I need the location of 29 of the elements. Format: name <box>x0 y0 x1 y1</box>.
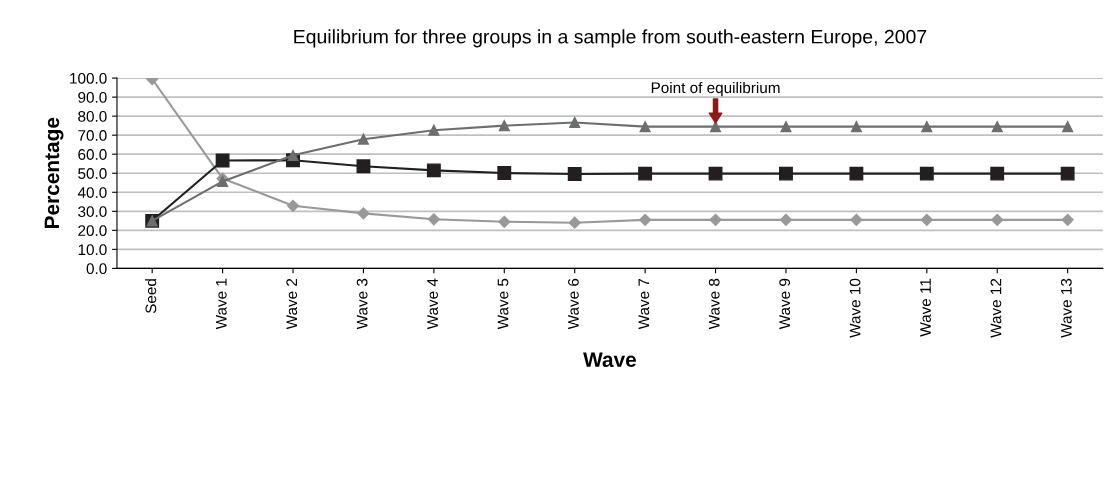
x-tick-label: Wave 6 <box>567 278 579 330</box>
x-tick-label: Wave 8 <box>708 278 720 330</box>
x-tick-label: Wave 9 <box>779 278 791 330</box>
x-tick-label: Wave 3 <box>356 278 368 330</box>
y-tick-label: 80.0 <box>78 111 107 122</box>
y-axis-title: Percentage <box>44 117 64 229</box>
x-tick-label: Wave 1 <box>216 278 227 330</box>
y-tick-label: 50.0 <box>78 168 107 179</box>
chart-title: Equilibrium for three groups in a sample from south-eastern Europe, 2007 <box>294 29 927 48</box>
annotation: Point of equilibrium <box>651 81 780 97</box>
y-tick-label: 40.0 <box>77 187 107 198</box>
x-tick-label: Wave 7 <box>638 278 650 330</box>
x-axis-title: Wave <box>583 352 637 368</box>
y-tick-label: 30.0 <box>78 206 107 217</box>
x-tick-label: Wave 12 <box>990 278 1002 338</box>
x-tick-label: Wave 10 <box>849 278 861 338</box>
x-tick-label: Wave 13 <box>1060 278 1072 338</box>
x-tick-label: Wave 4 <box>427 278 438 330</box>
y-tick-label: 60.0 <box>78 149 107 160</box>
y-tick-label: 0.0 <box>86 263 107 275</box>
y-tick-label: 100.0 <box>70 72 107 84</box>
y-tick-label: 10.0 <box>78 244 107 256</box>
y-tick-label: 20.0 <box>78 225 107 237</box>
y-tick-label: 70.0 <box>78 130 107 141</box>
y-tick-label: 90.0 <box>78 91 107 103</box>
x-tick-label: Wave 2 <box>286 278 298 330</box>
x-tick-label: Wave 11 <box>920 278 931 337</box>
x-tick-label: Wave 5 <box>497 278 509 330</box>
x-tick-label: Seed <box>145 279 157 314</box>
